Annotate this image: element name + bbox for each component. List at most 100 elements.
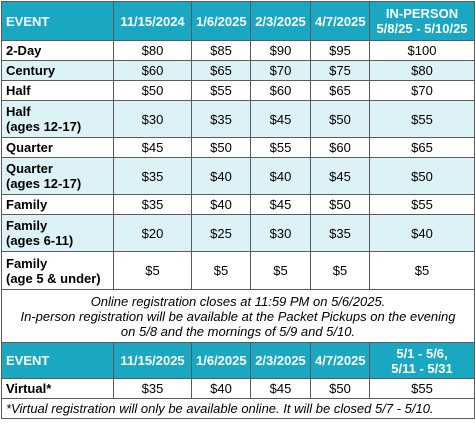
- fee-event-line: (ages 6-11): [6, 233, 74, 248]
- fee-price-cell: $35: [310, 214, 370, 252]
- virtual-footnote-row: *Virtual registration will only be avail…: [1, 398, 475, 419]
- virtual-header-row: EVENT 11/15/2025 1/6/2025 2/3/2025 4/7/2025 5…: [1, 342, 475, 379]
- fee-header-cell: 11/15/2024: [113, 1, 192, 41]
- fee-event-line: (age 5 & under): [6, 270, 101, 286]
- fee-row: 2-Day $80 $85 $90 $95 $100: [1, 40, 475, 61]
- fee-event-line: Family: [6, 218, 48, 233]
- fee-header-line: 4/7/2025: [315, 13, 366, 29]
- fee-price-cell: $40: [369, 214, 475, 252]
- fee-header-line: EVENT: [6, 13, 50, 29]
- fee-price-cell: $50: [191, 137, 251, 158]
- fee-price-cell: $5: [113, 251, 192, 290]
- virtual-event-label: Virtual*: [1, 378, 114, 399]
- fee-price-cell: $50: [310, 194, 370, 215]
- fee-header-cell: 4/7/2025: [310, 1, 370, 41]
- fee-price-cell: $35: [113, 194, 192, 215]
- fee-price-cell: $45: [113, 137, 192, 158]
- fee-price-cell: $65: [191, 60, 251, 81]
- fee-header-line: IN-PERSON: [385, 6, 459, 21]
- fee-price-cell: $80: [113, 40, 192, 61]
- fee-price-cell: $70: [369, 80, 475, 101]
- fee-event-label: Family (age 5 & under): [1, 251, 114, 290]
- virtual-event-line: Virtual*: [6, 381, 52, 396]
- fee-header-row: EVENT 11/15/2024 1/6/2025 2/3/2025 4/7/2025 I…: [1, 1, 475, 41]
- fee-price-cell: $30: [113, 100, 192, 138]
- fee-price-cell: $25: [191, 214, 251, 252]
- fee-row: Quarter (ages 12-17) $35 $40 $40 $45 $50: [1, 157, 475, 195]
- virtual-header-line: 5/1 - 5/6,: [396, 345, 448, 361]
- fee-price-cell: $60: [113, 60, 192, 81]
- virtual-header-line: 4/7/2025: [315, 353, 366, 368]
- fee-price-cell: $40: [191, 194, 251, 215]
- registration-note: Online registration closes at 11:59 PM o…: [1, 289, 475, 343]
- fee-row: Half $50 $55 $60 $65 $70: [1, 80, 475, 101]
- fee-event-label: Quarter (ages 12-17): [1, 157, 114, 195]
- fee-price-cell: $55: [369, 194, 475, 215]
- fee-price-cell: $30: [250, 214, 311, 252]
- fee-event-label: Family: [1, 194, 114, 215]
- virtual-header-cell: 11/15/2025: [113, 342, 192, 379]
- fee-event-label: 2-Day: [1, 40, 114, 61]
- fee-event-line: Half: [6, 83, 31, 98]
- fee-event-label: Family (ages 6-11): [1, 214, 114, 252]
- registration-note-line: In-person registration will be available…: [20, 308, 456, 324]
- fee-event-label: Century: [1, 60, 114, 81]
- virtual-price-cell: $55: [369, 378, 475, 399]
- fee-price-cell: $100: [369, 40, 475, 61]
- fee-row: Family (ages 6-11) $20 $25 $30 $35 $40: [1, 214, 475, 252]
- fee-price-cell: $50: [113, 80, 192, 101]
- virtual-header-line: 11/15/2025: [120, 353, 185, 368]
- virtual-header-cell: EVENT: [1, 342, 114, 379]
- fee-price-cell: $50: [369, 157, 475, 195]
- fee-price-cell: $90: [250, 40, 311, 61]
- fee-price-cell: $40: [191, 157, 251, 195]
- fee-price-cell: $60: [250, 80, 311, 101]
- virtual-row: Virtual* $35 $40 $45 $50 $55: [1, 378, 475, 399]
- fee-event-line: Family: [6, 255, 48, 271]
- fee-event-label: Half (ages 12-17): [1, 100, 114, 138]
- virtual-price-cell: $40: [191, 378, 251, 399]
- registration-note-line: Online registration closes at 11:59 PM o…: [90, 293, 386, 309]
- fee-price-cell: $80: [369, 60, 475, 81]
- virtual-header-line: 5/11 - 5/31: [391, 360, 453, 376]
- virtual-price-cell: $45: [250, 378, 311, 399]
- fee-row: Quarter $45 $50 $55 $60 $65: [1, 137, 475, 158]
- fee-price-cell: $5: [191, 251, 251, 290]
- virtual-price-cell: $50: [310, 378, 370, 399]
- fee-price-cell: $35: [191, 100, 251, 138]
- fee-price-cell: $60: [310, 137, 370, 158]
- fee-price-cell: $85: [191, 40, 251, 61]
- fee-price-cell: $55: [250, 137, 311, 158]
- fee-event-line: Quarter: [6, 161, 53, 176]
- fee-price-cell: $50: [310, 100, 370, 138]
- fee-price-cell: $45: [310, 157, 370, 195]
- fee-header-cell: EVENT: [1, 1, 114, 41]
- fee-event-line: (ages 12-17): [6, 176, 82, 191]
- fee-row: Family (age 5 & under) $5 $5 $5 $5 $5: [1, 251, 475, 290]
- fee-price-cell: $5: [250, 251, 311, 290]
- fee-event-line: Family: [6, 197, 48, 212]
- fee-header-line: 1/6/2025: [196, 13, 247, 29]
- fee-price-cell: $55: [191, 80, 251, 101]
- fee-price-cell: $65: [310, 80, 370, 101]
- fee-row: Half (ages 12-17) $30 $35 $45 $50 $55: [1, 100, 475, 138]
- virtual-header-line: 1/6/2025: [196, 353, 247, 368]
- fee-price-cell: $95: [310, 40, 370, 61]
- fee-price-cell: $55: [369, 100, 475, 138]
- registration-note-line: on 5/8 and the mornings of 5/9 and 5/10.: [120, 323, 356, 339]
- fee-price-cell: $5: [310, 251, 370, 290]
- fee-header-line: 2/3/2025: [255, 13, 306, 29]
- fee-event-line: (ages 12-17): [6, 119, 82, 134]
- fee-price-cell: $5: [369, 251, 475, 290]
- fee-price-cell: $40: [250, 157, 311, 195]
- fee-event-line: Quarter: [6, 140, 53, 155]
- fee-event-label: Quarter: [1, 137, 114, 158]
- virtual-header-cell: 1/6/2025: [191, 342, 251, 379]
- virtual-footnote: *Virtual registration will only be avail…: [1, 398, 475, 419]
- fee-price-cell: $65: [369, 137, 475, 158]
- virtual-header-cell: 2/3/2025: [250, 342, 311, 379]
- registration-note-row: Online registration closes at 11:59 PM o…: [1, 289, 475, 343]
- fee-header-line: 11/15/2024: [120, 13, 185, 29]
- fee-header-line: 5/8/25 - 5/10/25: [376, 21, 468, 36]
- fee-row: Century $60 $65 $70 $75 $80: [1, 60, 475, 81]
